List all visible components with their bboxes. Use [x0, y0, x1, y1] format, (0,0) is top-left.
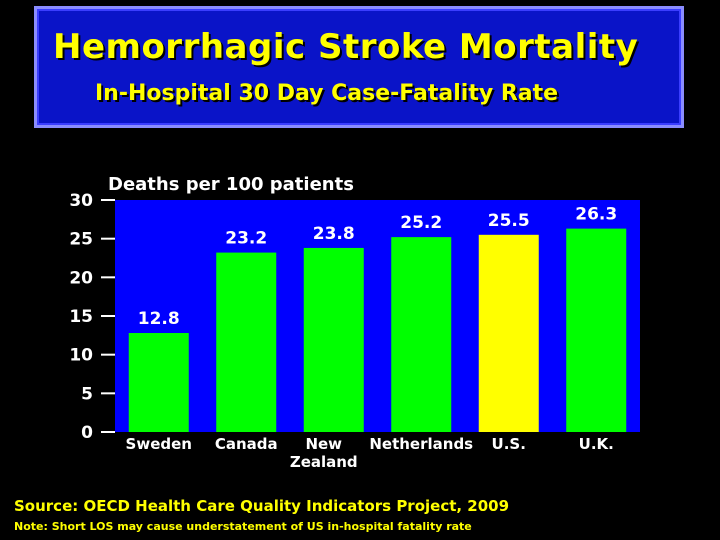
title-banner: Hemorrhagic Stroke Mortality In-Hospital… — [34, 6, 684, 128]
data-label: 26.3 — [575, 205, 617, 225]
bar — [128, 333, 189, 432]
x-tick-label: Sweden — [126, 435, 192, 453]
data-label: 25.2 — [400, 213, 442, 233]
bar — [478, 234, 539, 432]
chart-subtitle: In-Hospital 30 Day Case-Fatality Rate — [95, 81, 559, 106]
y-tick-label: 5 — [81, 384, 93, 404]
x-tick-label: Netherlands — [369, 435, 473, 453]
x-tick-label: U.S. — [492, 435, 526, 453]
source-note: Source: OECD Health Care Quality Indicat… — [14, 497, 510, 515]
data-label: 23.8 — [313, 224, 355, 244]
x-tick-label: U.K. — [579, 435, 614, 453]
bar — [303, 247, 364, 432]
plot-area — [115, 200, 640, 432]
y-tick-label: 15 — [69, 307, 93, 327]
y-axis-title: Deaths per 100 patients — [108, 174, 354, 195]
bar — [566, 228, 627, 432]
footnote: Note: Short LOS may cause understatement… — [14, 520, 472, 533]
x-tick-label: New Zealand — [290, 435, 358, 471]
data-label: 23.2 — [225, 229, 267, 249]
data-label: 12.8 — [138, 309, 180, 329]
data-label: 25.5 — [488, 211, 530, 231]
y-tick-label: 20 — [69, 268, 93, 288]
bar — [216, 252, 277, 432]
y-tick-label: 30 — [69, 191, 93, 211]
y-tick-label: 25 — [69, 230, 93, 250]
x-tick-label: Canada — [215, 435, 278, 453]
y-tick-label: 0 — [81, 423, 93, 443]
y-tick-label: 10 — [69, 346, 93, 366]
bar — [391, 237, 452, 432]
chart-title: Hemorrhagic Stroke Mortality — [53, 27, 639, 67]
